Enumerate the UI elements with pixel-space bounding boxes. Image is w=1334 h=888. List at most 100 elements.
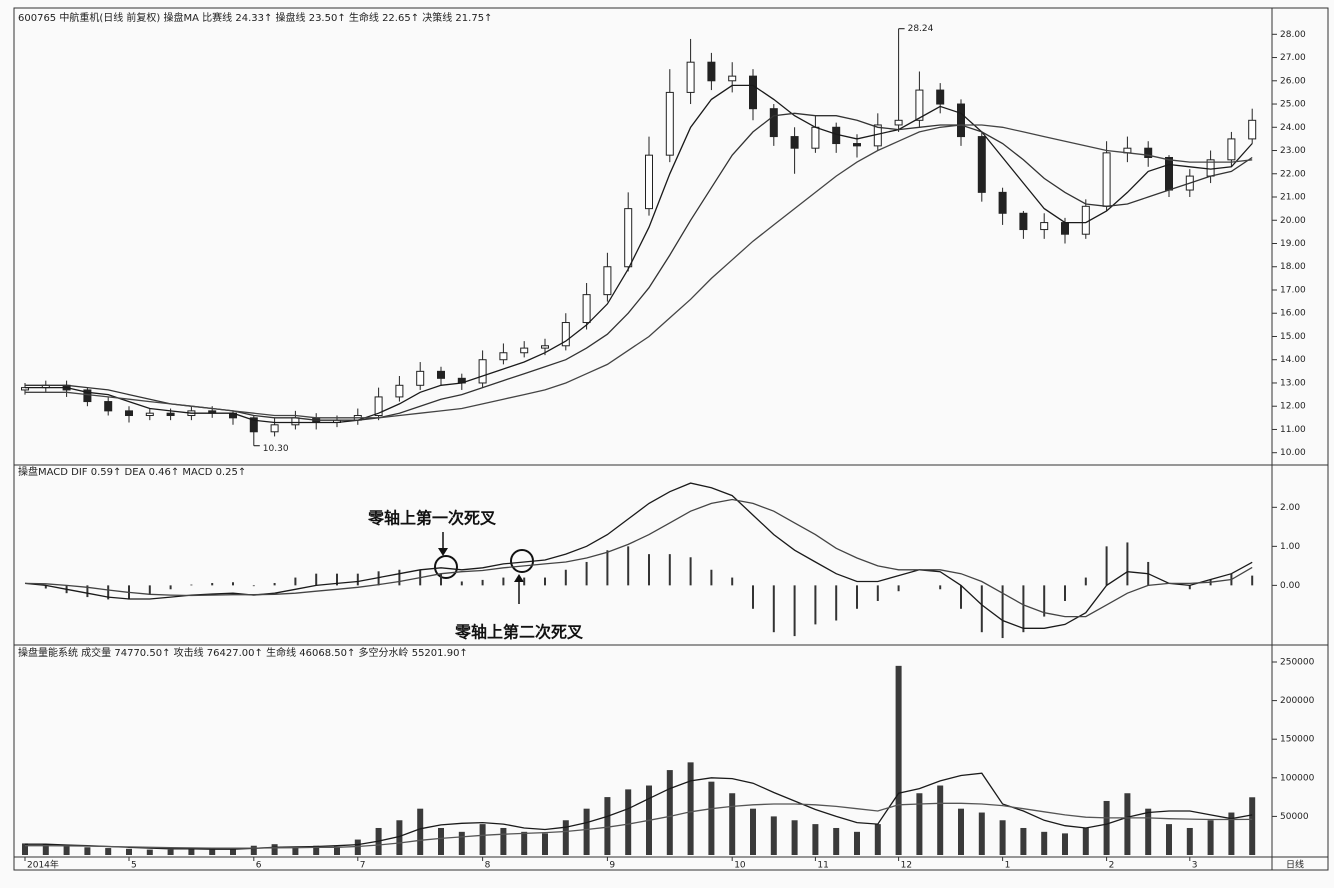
y-tick-label: 50000 <box>1280 812 1309 822</box>
y-tick-label: 28.00 <box>1280 30 1306 40</box>
volume-bar <box>1020 827 1027 855</box>
candle-body <box>1019 212 1028 231</box>
candle-body <box>1081 205 1090 235</box>
volume-bar <box>895 665 902 855</box>
x-tick-label: 11 <box>817 861 828 871</box>
volume-bar <box>146 849 153 855</box>
volume-bar <box>1249 797 1256 855</box>
line-series <box>25 772 1253 850</box>
volume-bar <box>604 797 611 855</box>
y-tick-label: 22.00 <box>1280 169 1306 179</box>
volume-bar <box>250 845 257 855</box>
volume-bar <box>313 845 320 855</box>
candle-body <box>270 424 279 433</box>
volume-bar <box>479 824 486 855</box>
candle-body <box>853 143 861 147</box>
candle-body <box>1248 119 1257 140</box>
x-tick-label: 7 <box>360 861 366 871</box>
y-tick-label: 250000 <box>1280 658 1315 668</box>
y-tick-label: 1.00 <box>1280 542 1300 552</box>
candle-body <box>1061 222 1069 235</box>
candle-body <box>769 108 778 138</box>
volume-bar <box>188 848 195 855</box>
candle-body <box>520 347 529 354</box>
line-series <box>25 124 1253 419</box>
annotation-text: 零轴上第二次死叉 <box>454 623 584 642</box>
volume-bar <box>1207 820 1214 855</box>
volume-bar <box>230 848 236 855</box>
y-tick-label: 23.00 <box>1280 146 1306 156</box>
volume-bar <box>770 816 777 855</box>
y-tick-label: 10.00 <box>1280 448 1306 458</box>
candle-body <box>166 412 175 417</box>
y-tick-label: 2.00 <box>1280 503 1300 513</box>
volume-bar <box>84 847 91 855</box>
volume-bar <box>1124 793 1131 855</box>
candle-body <box>894 119 903 126</box>
volume-bar <box>874 824 881 855</box>
volume-bar <box>916 793 923 855</box>
candle-body <box>811 126 820 149</box>
candle-body <box>915 89 924 121</box>
line-series <box>25 84 1253 424</box>
volume-bar <box>500 827 507 855</box>
candle-body <box>1144 147 1153 158</box>
candle-body <box>749 75 757 110</box>
candle-body <box>541 345 549 349</box>
y-tick-label: 100000 <box>1280 773 1315 783</box>
y-tick-label: 21.00 <box>1280 193 1306 203</box>
volume-bar <box>126 848 132 855</box>
candle-body <box>645 154 653 210</box>
y-tick-label: 0.00 <box>1280 581 1300 591</box>
y-tick-label: 24.00 <box>1280 123 1306 133</box>
candle-body <box>291 417 300 426</box>
y-tick-label: 14.00 <box>1280 355 1306 365</box>
arrow-head <box>438 548 448 556</box>
candle-body <box>665 91 674 156</box>
volume-bar <box>458 831 465 855</box>
candle-body <box>1165 156 1173 191</box>
candle-body <box>957 103 965 138</box>
annotation-label: 28.24 <box>908 24 934 34</box>
volume-bar <box>937 785 944 855</box>
annotation-text: 零轴上第一次死叉 <box>367 509 497 528</box>
y-tick-label: 27.00 <box>1280 53 1306 63</box>
volume-bar <box>791 820 798 855</box>
volume-bar <box>521 831 528 855</box>
candle-body <box>104 401 113 412</box>
candle-body <box>416 370 425 386</box>
y-tick-label: 15.00 <box>1280 332 1306 342</box>
volume-bar <box>833 827 840 855</box>
volume-bar <box>1103 800 1110 855</box>
y-tick-label: 12.00 <box>1280 402 1306 412</box>
y-tick-label: 150000 <box>1280 735 1315 745</box>
volume-bar <box>1082 827 1089 855</box>
candle-body <box>1227 138 1236 161</box>
volume-bar <box>63 845 70 855</box>
x-tick-label: 1 <box>1005 861 1011 871</box>
candle-body <box>145 412 154 417</box>
volume-bar <box>958 808 964 855</box>
volume-bar <box>209 849 216 855</box>
candle-body <box>936 89 945 105</box>
volume-bar <box>396 820 403 855</box>
period-label: 日线 <box>1286 859 1304 871</box>
x-tick-label: 10 <box>734 861 746 871</box>
line-series <box>24 482 1253 629</box>
x-tick-label: 5 <box>131 861 137 871</box>
y-tick-label: 18.00 <box>1280 262 1306 272</box>
y-tick-label: 13.00 <box>1280 378 1306 388</box>
candle-body <box>249 417 258 433</box>
y-tick-label: 25.00 <box>1280 100 1306 110</box>
candle-body <box>374 396 383 417</box>
volume-bar <box>854 831 860 855</box>
candle-body <box>561 322 570 347</box>
panel-header: 600765 中航重机(日线 前复权) 操盘MA 比赛线 24.33↑ 操盘线 … <box>18 11 492 24</box>
candle-body <box>707 61 716 82</box>
volume-bar <box>729 793 736 855</box>
candle-body <box>977 136 986 193</box>
candle-body <box>686 61 695 93</box>
candle-body <box>1040 222 1049 231</box>
cross-circle <box>434 555 458 579</box>
